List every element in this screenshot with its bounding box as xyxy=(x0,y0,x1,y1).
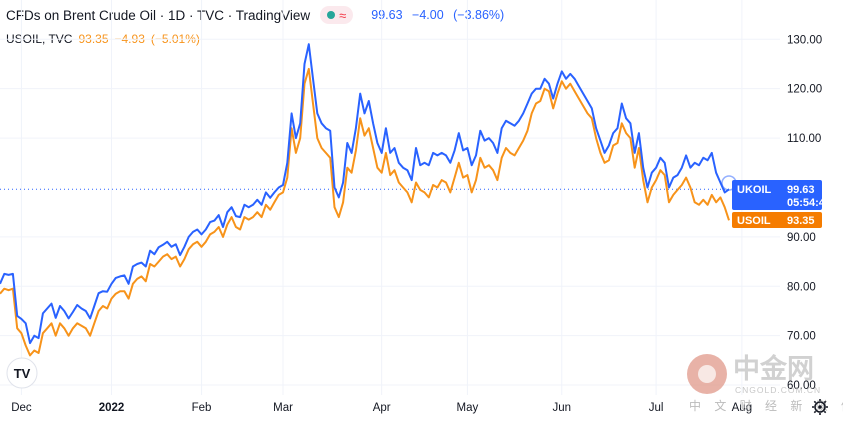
x-tick-label: 2022 xyxy=(99,402,125,414)
main-price-readout: 99.63 −4.00 (−3.86%) xyxy=(371,8,504,22)
x-tick-label: Dec xyxy=(11,402,32,414)
watermark-logo-inner xyxy=(698,365,716,383)
grid-lines xyxy=(0,0,780,395)
main-change-pct: (−3.86%) xyxy=(453,8,505,22)
x-tick-label: Jun xyxy=(552,402,571,414)
tv-logo-text: TV xyxy=(14,366,31,381)
y-tick-label: 120.00 xyxy=(787,84,822,96)
ukoil-badge-countdown: 05:54:47 xyxy=(787,197,831,209)
x-tick-label: Jul xyxy=(649,402,664,414)
chart-title[interactable]: CFDs on Brent Crude Oil · 1D · TVC · Tra… xyxy=(6,7,311,23)
settings-gear-icon[interactable] xyxy=(812,399,828,415)
ukoil-badge-price: 99.63 xyxy=(787,184,815,196)
y-tick-label: 110.00 xyxy=(787,133,821,145)
watermark: 中金网 CNGOLD.COM.CN 中 文 财 经 新 媒 体 xyxy=(687,353,843,413)
x-tick-label: Mar xyxy=(273,402,293,414)
usoil-price-badge: USOIL 93.35 xyxy=(732,212,822,228)
watermark-chinese: 中金网 xyxy=(733,353,814,384)
x-axis[interactable]: Dec 2022 Feb Mar Apr May Jun Jul Aug xyxy=(11,402,752,414)
tradingview-logo[interactable]: TV xyxy=(6,357,38,389)
y-tick-label: 130.00 xyxy=(787,34,822,46)
watermark-english: CNGOLD.COM.CN xyxy=(735,385,821,395)
y-tick-label: 80.00 xyxy=(787,281,816,293)
main-change: −4.00 xyxy=(412,8,444,22)
y-tick-label: 90.00 xyxy=(787,232,816,244)
usoil-badge-price: 93.35 xyxy=(787,215,815,227)
ukoil-badge-label: UKOIL xyxy=(737,184,772,196)
chart-header: CFDs on Brent Crude Oil · 1D · TVC · Tra… xyxy=(6,4,504,26)
y-tick-label: 70.00 xyxy=(787,331,816,343)
tv-logo-badge xyxy=(6,357,38,389)
watermark-sub: 中 文 财 经 新 媒 体 xyxy=(689,398,843,413)
y-tick-label: 60.00 xyxy=(787,380,816,392)
usoil-badge-label: USOIL xyxy=(737,215,771,227)
x-tick-label: May xyxy=(457,402,479,414)
ukoil-badge-bg xyxy=(732,180,822,210)
usoil-badge-bg xyxy=(732,212,822,228)
market-open-icon xyxy=(327,11,336,19)
ukoil-price-badge: UKOIL 99.63 05:54:47 xyxy=(721,175,831,210)
y-axis[interactable]: 60.00 70.00 80.00 90.00 110.00 120.00 130.00 xyxy=(787,34,822,392)
x-tick-label: Apr xyxy=(373,402,391,414)
wave-icon: ≈ xyxy=(339,7,347,23)
series-line-ukoil xyxy=(0,43,730,345)
x-tick-label: Feb xyxy=(192,402,212,414)
series-line-usoil xyxy=(0,67,730,357)
main-price: 99.63 xyxy=(371,8,403,22)
market-status-pill[interactable]: ≈ xyxy=(320,6,354,24)
x-tick-label: Aug xyxy=(732,402,752,414)
series-lines xyxy=(0,43,730,357)
